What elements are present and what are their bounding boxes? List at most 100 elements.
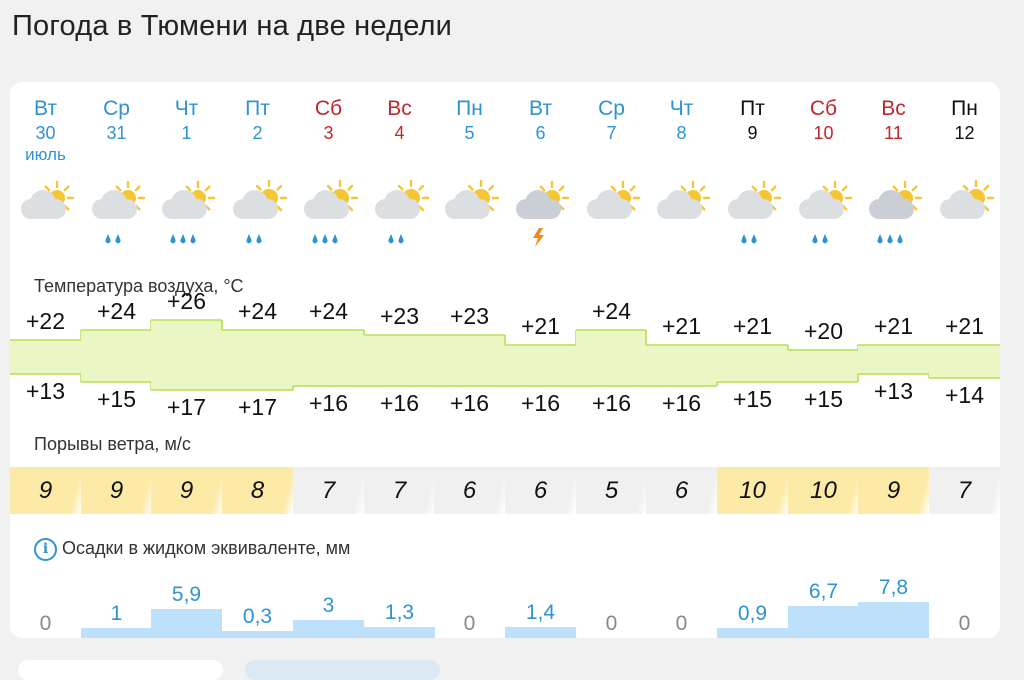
temperature-min: +13	[25, 378, 65, 404]
precipitation-value: 0	[958, 612, 971, 635]
temperature-min: +13	[873, 378, 913, 404]
temperature-band-segment	[646, 345, 718, 386]
precipitation-value: 3	[322, 594, 335, 617]
temperature-band-segment	[434, 335, 506, 386]
wind-gust-cell: 6	[434, 467, 505, 514]
day-name: Ср	[103, 97, 130, 120]
precipitation-value: 0	[605, 612, 618, 635]
cloud-heavy-rain-icon	[858, 178, 929, 258]
day-date: 5	[464, 123, 475, 143]
bottom-tab-left[interactable]	[18, 660, 223, 680]
cloud-sun-heavy-rain-icon	[151, 178, 222, 258]
temperature-max: +21	[520, 313, 560, 339]
day-header[interactable]: Чт 1	[151, 96, 222, 144]
day-header[interactable]: Пт 9	[717, 96, 788, 144]
day-date: 7	[606, 123, 617, 143]
partly-cloudy-icon	[646, 178, 717, 258]
precipitation-bar	[364, 627, 435, 638]
precipitation-value: 0	[675, 612, 688, 635]
day-date: 3	[323, 123, 334, 143]
temperature-min: +15	[96, 386, 136, 412]
cloud-sun-rain-icon	[717, 178, 788, 258]
temperature-min: +16	[308, 390, 348, 416]
wind-gust-cell: 6	[505, 467, 576, 514]
precipitation-bar	[505, 627, 576, 638]
day-header[interactable]: Вс 4	[364, 96, 435, 144]
temperature-max: +22	[25, 308, 65, 334]
day-header[interactable]: Пн 5	[434, 96, 505, 144]
day-date: 2	[252, 123, 263, 143]
day-header[interactable]: Пт 2	[222, 96, 293, 144]
sun-cloud-icon	[434, 178, 505, 258]
day-name: Пт	[245, 97, 270, 120]
info-icon[interactable]: i	[34, 538, 57, 561]
sun-cloud-heavy-rain-icon	[293, 178, 364, 258]
temperature-band-segment	[293, 330, 365, 386]
sun-cloud-rain-icon	[222, 178, 293, 258]
wind-gust-cell: 9	[10, 467, 81, 514]
bottom-tab-right[interactable]	[245, 660, 440, 680]
partly-cloudy-icon	[576, 178, 647, 258]
wind-gust-cell: 9	[81, 467, 152, 514]
day-header[interactable]: Пн 12	[929, 96, 1000, 144]
day-name: Сб	[809, 97, 838, 120]
day-name: Чт	[174, 97, 199, 120]
day-date: 6	[535, 123, 546, 143]
temperature-band-segment	[788, 350, 859, 382]
thunderstorm-icon	[505, 178, 576, 258]
day-header[interactable]: Сб 3	[293, 96, 364, 144]
temperature-max: +21	[944, 313, 984, 339]
precipitation-value: 0	[463, 612, 476, 635]
temperature-band-segment	[858, 345, 930, 374]
wind-gust-cell: 8	[222, 467, 293, 514]
day-header[interactable]: Вт 30 июль	[10, 96, 81, 166]
day-header[interactable]: Вс 11	[858, 96, 929, 144]
precipitation-value: 6,7	[808, 580, 839, 603]
temperature-min: +16	[449, 390, 489, 416]
day-date: 30	[35, 123, 56, 143]
day-header[interactable]: Чт 8	[646, 96, 717, 144]
precipitation-value: 1	[110, 602, 123, 625]
temperature-band	[10, 319, 1000, 391]
day-name: Вт	[529, 97, 552, 120]
precipitation-bar	[858, 602, 929, 638]
precipitation-bar	[788, 606, 859, 638]
day-header[interactable]: Сб 10	[788, 96, 859, 144]
temperature-min: +17	[166, 394, 206, 420]
temperature-max: +24	[591, 298, 631, 324]
wind-label: Порывы ветра, м/с	[34, 434, 191, 454]
temperature-max: +21	[732, 313, 772, 339]
day-date: 31	[106, 123, 127, 143]
day-header[interactable]: Ср 31	[81, 96, 152, 144]
precipitation-value: 7,8	[878, 576, 909, 599]
wind-gust-cell: 7	[929, 467, 1000, 514]
precipitation-value: 0,9	[737, 602, 768, 625]
temperature-min: +15	[803, 386, 843, 412]
temperature-band-segment	[151, 320, 223, 390]
precipitation-value: 1,4	[525, 601, 556, 624]
wind-gust-cell: 6	[646, 467, 717, 514]
temperature-max: +21	[873, 313, 913, 339]
day-header[interactable]: Вт 6	[505, 96, 576, 144]
day-date: 4	[394, 123, 405, 143]
day-name: Пн	[951, 97, 978, 120]
wind-gust-cell: 9	[151, 467, 222, 514]
precipitation-bar	[717, 628, 788, 638]
day-name: Вс	[387, 97, 412, 120]
temperature-min: +16	[591, 390, 631, 416]
temperature-max: +24	[237, 298, 277, 324]
day-header[interactable]: Ср 7	[576, 96, 647, 144]
temperature-label: Температура воздуха, °C	[34, 276, 244, 296]
temperature-max: +21	[661, 313, 701, 339]
sun-cloud-rain-icon	[364, 178, 435, 258]
temperature-band-segment	[81, 330, 152, 382]
temperature-min: +16	[379, 390, 419, 416]
day-name: Пн	[456, 97, 483, 120]
cloud-sun-rain-icon	[81, 178, 152, 258]
temperature-band-segment	[364, 335, 435, 386]
precipitation-value: 0,3	[242, 605, 273, 628]
day-date: 10	[813, 123, 834, 143]
precipitation-value: 0	[39, 612, 52, 635]
precipitation-bar	[293, 620, 364, 638]
day-name: Пт	[740, 97, 765, 120]
